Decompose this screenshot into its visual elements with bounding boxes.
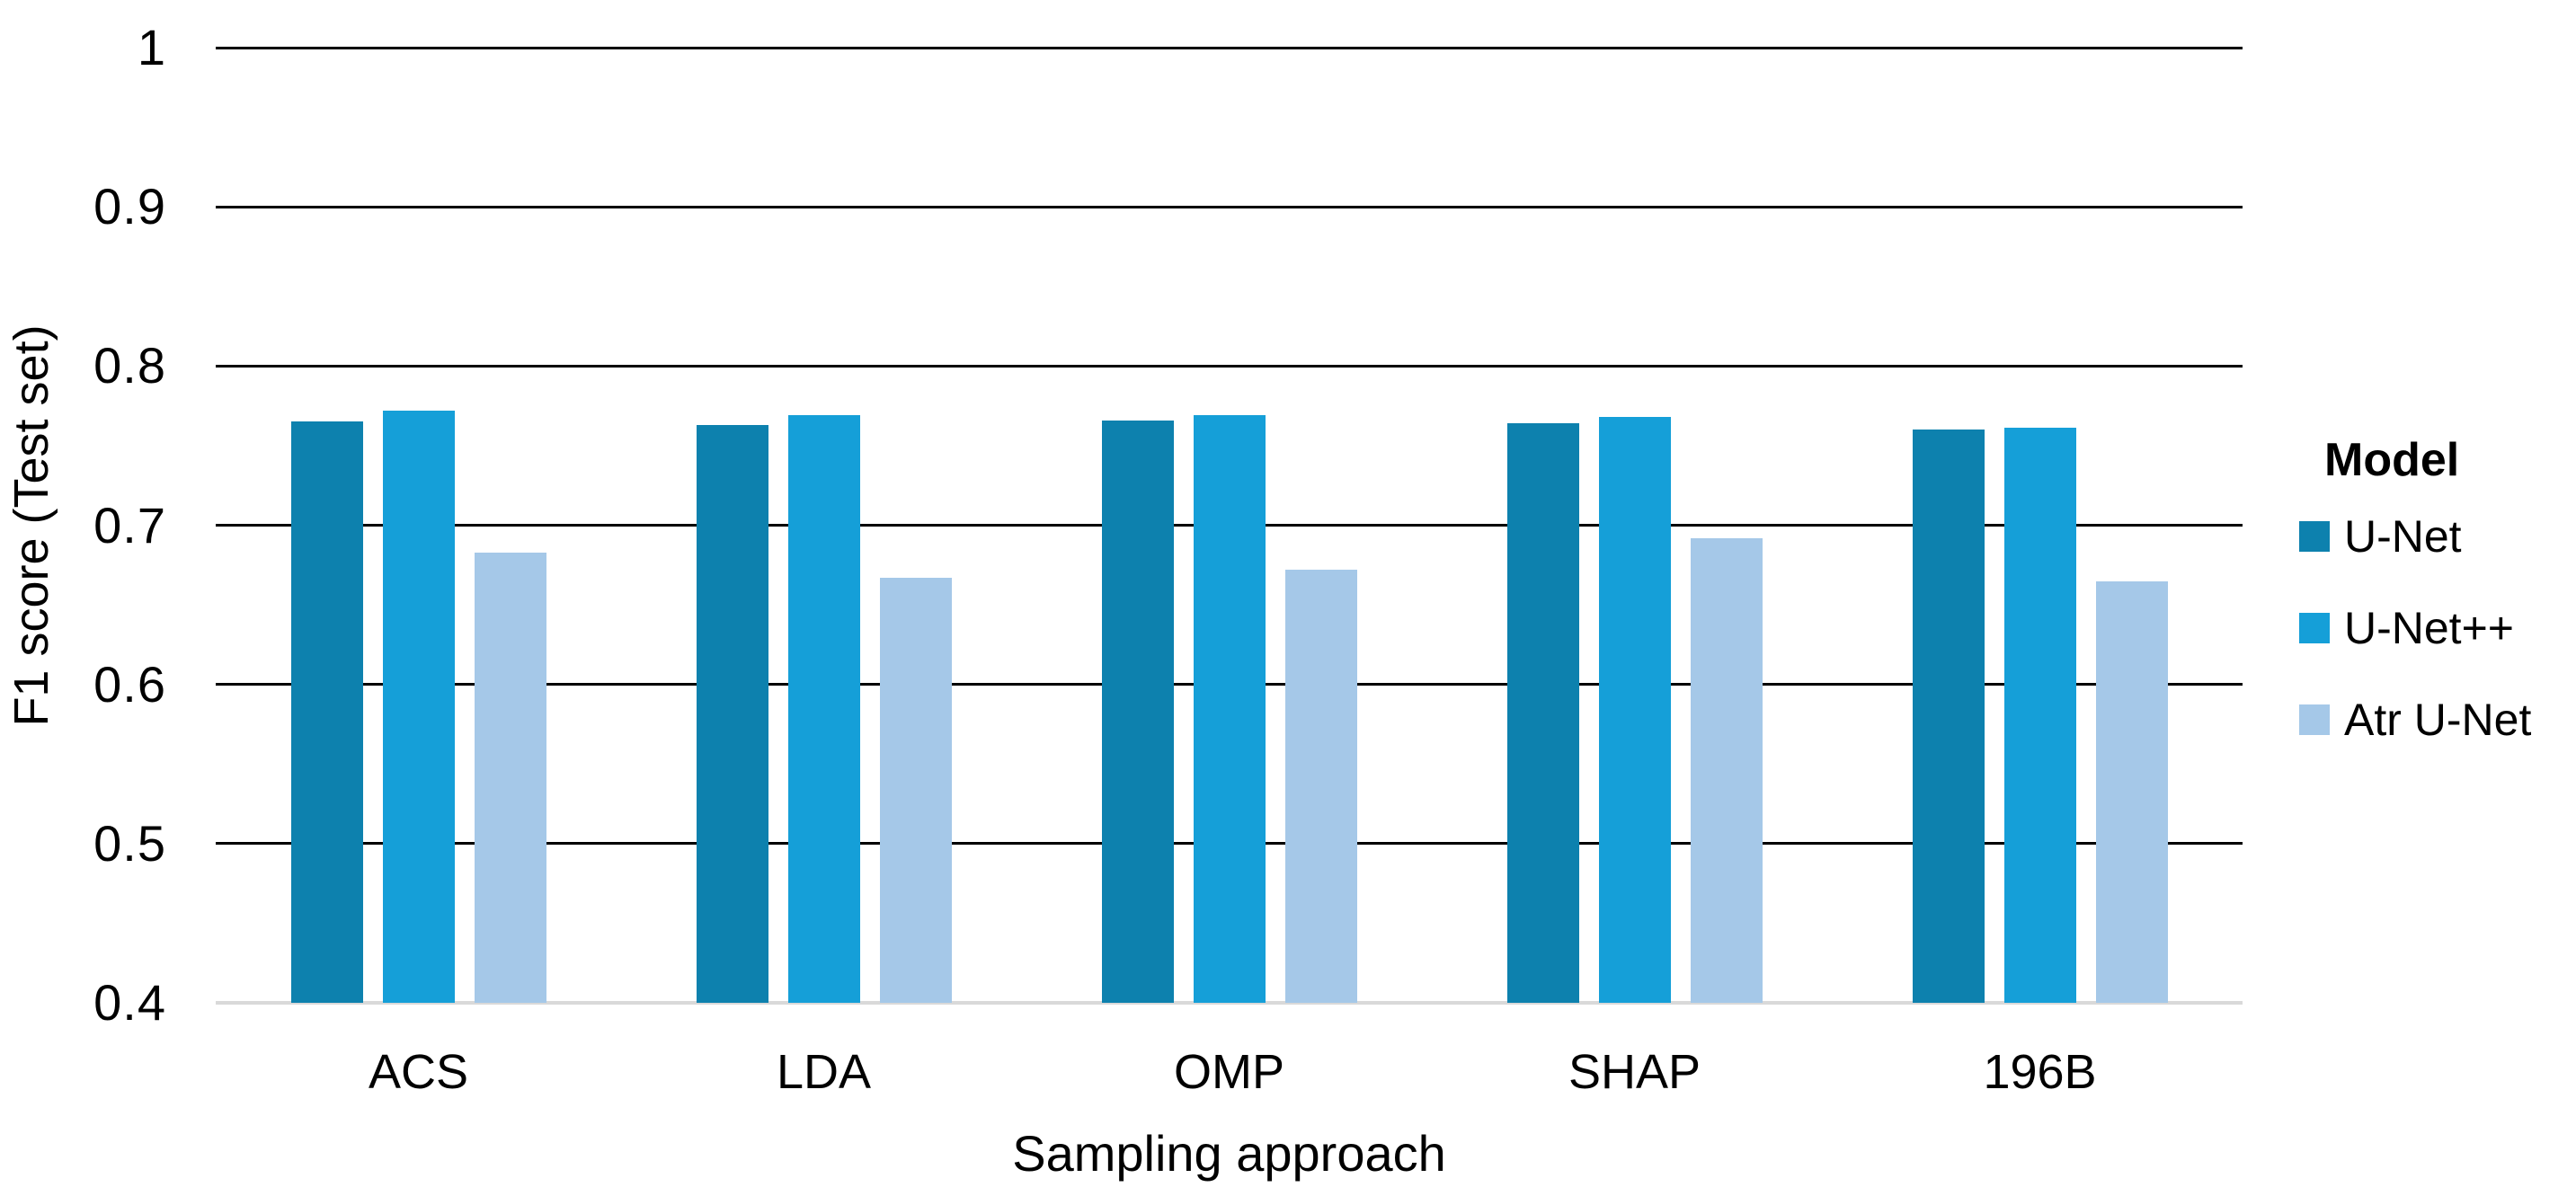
legend-title: Model <box>2324 434 2460 486</box>
legend-swatch-icon <box>2299 521 2330 552</box>
x-category-label: SHAP <box>1568 1045 1701 1099</box>
x-category-label: ACS <box>368 1045 469 1099</box>
legend: Model U-Net U-Net++ Atr U-Net <box>2299 437 2569 742</box>
bar-u-net--lda <box>787 415 860 1003</box>
gridline <box>216 205 2243 208</box>
y-tick-label: 1 <box>137 19 166 75</box>
bar-atr-u-net-shap <box>1690 537 1763 1003</box>
x-category-label: 196B <box>1983 1045 2097 1099</box>
bar-u-net--acs <box>382 410 455 1003</box>
bar-u-net--shap <box>1598 417 1671 1003</box>
bar-u-net-196b <box>1912 430 1985 1003</box>
legend-item: Atr U-Net <box>2299 697 2569 742</box>
gridline <box>216 46 2243 49</box>
legend-label: U-Net <box>2344 511 2462 562</box>
x-axis-baseline <box>216 1001 2243 1005</box>
y-tick-label: 0.4 <box>93 974 166 1031</box>
x-category-label: OMP <box>1173 1045 1284 1099</box>
legend-item: U-Net <box>2299 514 2569 559</box>
bar-u-net--omp <box>1193 415 1266 1003</box>
bar-atr-u-net-lda <box>879 577 952 1003</box>
bar-u-net-acs <box>290 421 363 1003</box>
x-category-label: LDA <box>776 1045 872 1099</box>
bar-atr-u-net-acs <box>474 552 546 1003</box>
bar-u-net-omp <box>1101 420 1174 1003</box>
y-tick-label: 0.6 <box>93 655 166 713</box>
y-tick-label: 0.5 <box>93 814 166 872</box>
bar-u-net-lda <box>696 424 768 1003</box>
bar-atr-u-net-omp <box>1284 570 1357 1003</box>
legend-items: U-Net U-Net++ Atr U-Net <box>2299 514 2569 742</box>
legend-swatch-icon <box>2299 613 2330 643</box>
y-tick-label: 0.9 <box>93 178 166 235</box>
y-tick-label: 0.7 <box>93 496 166 554</box>
bar-u-net-shap <box>1506 423 1579 1003</box>
gridline <box>216 364 2243 368</box>
legend-label: Atr U-Net <box>2344 695 2532 745</box>
legend-label: U-Net++ <box>2344 603 2514 653</box>
legend-swatch-icon <box>2299 704 2330 735</box>
x-axis-title: Sampling approach <box>1012 1125 1446 1182</box>
y-tick-label: 0.8 <box>93 337 166 394</box>
bar-u-net--196b <box>2003 428 2076 1003</box>
legend-item: U-Net++ <box>2299 606 2569 651</box>
bar-atr-u-net-196b <box>2095 580 2168 1003</box>
